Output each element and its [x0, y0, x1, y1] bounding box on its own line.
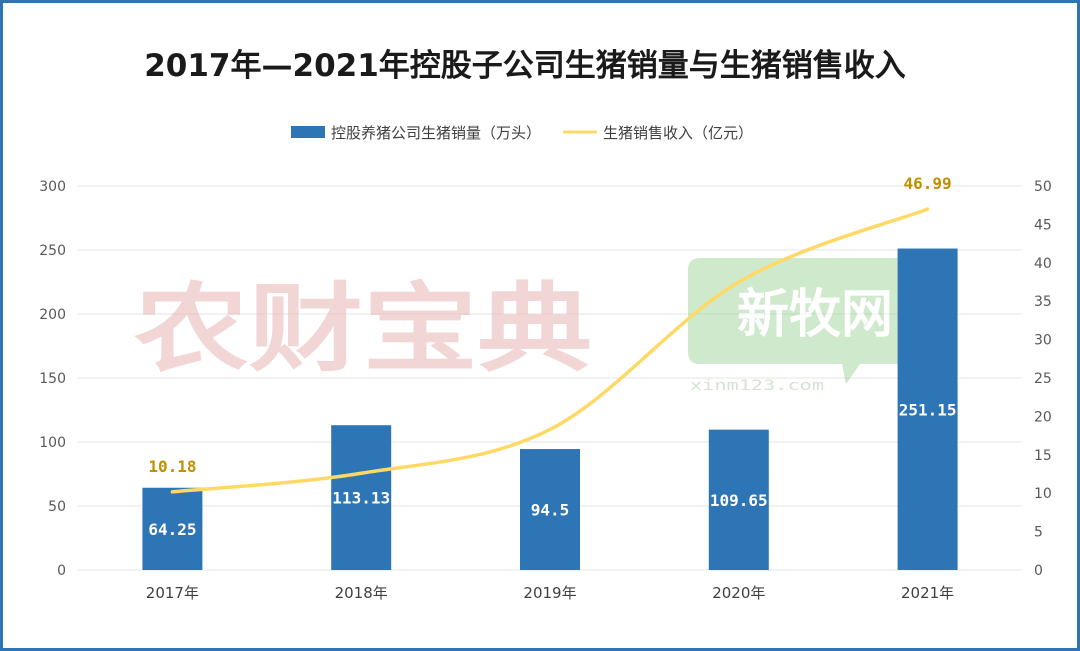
y-left-tick-label: 250: [39, 243, 66, 259]
x-tick-label: 2021年: [901, 584, 954, 602]
bar: [331, 425, 392, 570]
bar-data-label: 64.25: [148, 520, 196, 539]
x-tick-label: 2018年: [335, 584, 388, 602]
y-right-tick-label: 5: [1034, 525, 1043, 541]
y-left-tick-label: 0: [57, 563, 66, 579]
y-left-tick-label: 300: [39, 179, 66, 195]
legend-line-label: 生猪销售收入（亿元）: [603, 124, 753, 142]
watermark-nongcai-text: 农财宝典: [134, 273, 592, 385]
legend-bar-swatch: [291, 126, 325, 138]
y-axis-left: 0 50 100 150 200 250 300: [39, 179, 66, 579]
y-left-tick-label: 100: [39, 435, 66, 451]
bar-data-label: 109.65: [710, 491, 768, 510]
y-right-tick-label: 40: [1034, 256, 1052, 272]
y-right-tick-label: 10: [1034, 486, 1052, 502]
y-right-tick-label: 20: [1034, 409, 1052, 425]
bar-data-label: 113.13: [332, 489, 390, 508]
y-right-tick-label: 35: [1034, 294, 1052, 310]
bar: [897, 248, 958, 570]
watermark-xinmu: 新牧网 xinm123.com: [688, 258, 942, 394]
x-axis: 2017年 2018年 2019年 2020年 2021年: [146, 584, 954, 602]
legend-bar-label: 控股养猪公司生猪销量（万头）: [331, 124, 541, 142]
chart-title: 2017年—2021年控股子公司生猪销量与生猪销售收入: [144, 48, 906, 84]
x-tick-label: 2020年: [712, 584, 765, 602]
watermark-xinmu-bubble: [688, 258, 942, 384]
line-data-labels: 10.18 46.99: [148, 174, 951, 476]
y-right-tick-label: 15: [1034, 448, 1052, 464]
legend: 控股养猪公司生猪销量（万头） 生猪销售收入（亿元）: [291, 124, 753, 142]
bar-series: [142, 248, 958, 570]
watermark-xinmu-url: xinm123.com: [690, 378, 824, 394]
y-right-tick-label: 50: [1034, 179, 1052, 195]
y-left-tick-label: 50: [48, 499, 66, 515]
y-axis-right: 0 5 10 15 20 25 30 35 40 45 50: [1034, 179, 1052, 579]
y-left-tick-label: 150: [39, 371, 66, 387]
x-tick-label: 2017年: [146, 584, 199, 602]
bar-data-label: 251.15: [899, 400, 957, 419]
line-data-label: 10.18: [148, 457, 196, 476]
bar: [520, 449, 580, 570]
y-left-tick-label: 200: [39, 307, 66, 323]
y-right-tick-label: 30: [1034, 333, 1052, 349]
x-tick-label: 2019年: [523, 584, 576, 602]
bar-data-label: 94.5: [531, 501, 570, 520]
y-right-tick-label: 45: [1034, 217, 1052, 233]
bar: [142, 487, 203, 570]
revenue-line: [170, 207, 930, 494]
y-right-tick-label: 0: [1034, 563, 1043, 579]
watermark-nongcai: 农财宝典: [134, 273, 592, 385]
line-data-label: 46.99: [904, 174, 952, 193]
y-right-tick-label: 25: [1034, 371, 1052, 387]
watermark-xinmu-text: 新牧网: [737, 285, 893, 345]
bar-data-labels: 64.25 113.13 94.5 109.65 251.15: [148, 400, 956, 539]
bar: [708, 429, 769, 570]
line-series: [170, 207, 930, 494]
